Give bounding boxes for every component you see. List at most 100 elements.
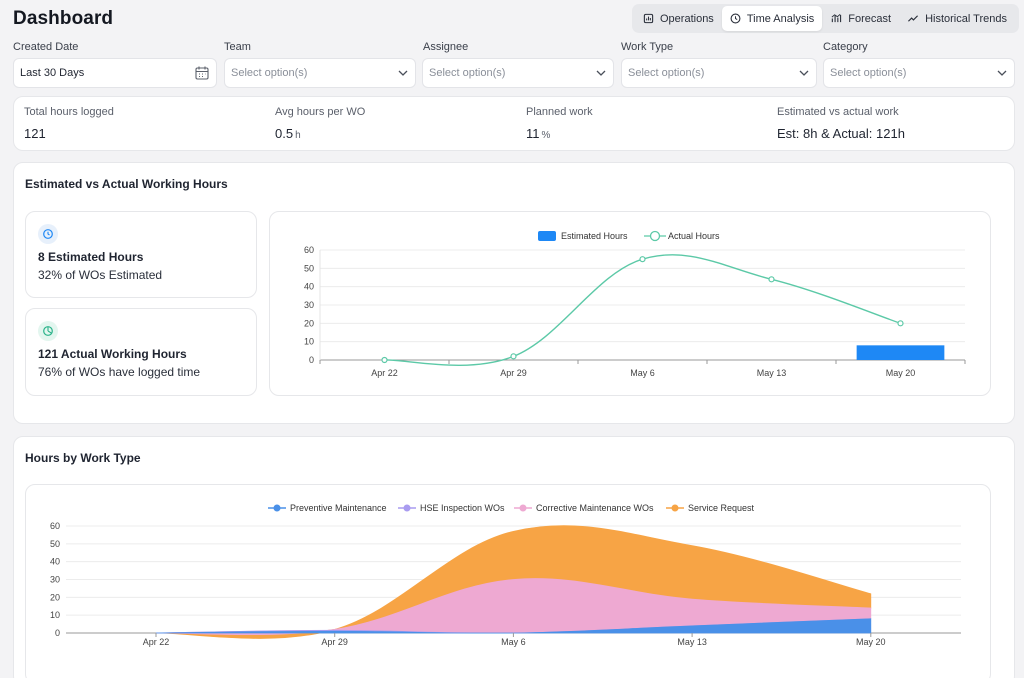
tab-forecast[interactable]: Forecast: [822, 6, 899, 31]
kpi-planned-work: Planned work 11%: [526, 106, 593, 141]
legend-marker: [273, 504, 281, 512]
x-tick-label: Apr 22: [143, 637, 170, 647]
y-tick-label: 40: [50, 557, 60, 567]
point-actual: [768, 276, 775, 283]
est-vs-actual-chart: Estimated Hours Actual Hours 0 10 20 30 40 50 60…: [304, 230, 966, 378]
legend-marker: [671, 504, 679, 512]
kpi-value: 121: [24, 126, 46, 141]
x-tick-label: Apr 22: [371, 368, 398, 378]
assignee-select[interactable]: Select option(s): [422, 58, 614, 88]
estimated-hours-card: 8 Estimated Hours 32% of WOs Estimated: [25, 211, 257, 298]
forecast-icon: [831, 14, 842, 23]
y-tick-label: 30: [304, 300, 314, 310]
category-label: Category: [823, 41, 868, 53]
trend-icon: [908, 15, 919, 22]
category-placeholder: Select option(s): [830, 67, 907, 79]
section-title: Estimated vs Actual Working Hours: [25, 177, 228, 191]
clock-icon: [730, 13, 741, 24]
assignee-label: Assignee: [423, 41, 469, 53]
work-type-placeholder: Select option(s): [628, 67, 705, 79]
y-tick-label: 20: [50, 592, 60, 602]
tab-label: Forecast: [848, 12, 892, 25]
kpi-value: 11: [526, 126, 540, 141]
legend-label: Corrective Maintenance WOs: [536, 503, 654, 513]
y-tick-label: 50: [50, 539, 60, 549]
x-tick-label: May 20: [856, 637, 886, 647]
chart-legend: Preventive Maintenance HSE Inspection WOs…: [268, 503, 755, 513]
pie-chart-icon: [38, 321, 58, 341]
legend-marker: [519, 504, 527, 512]
kpi-label: Total hours logged: [24, 106, 114, 118]
chevron-down-icon: [799, 70, 809, 76]
tab-operations[interactable]: Operations: [635, 6, 722, 31]
dashboard-icon: [643, 13, 654, 24]
legend-label: Service Request: [688, 503, 755, 513]
page-title: Dashboard: [13, 8, 114, 29]
point-actual: [897, 320, 904, 327]
work-type-card: Hours by Work Type Preventive Maintenanc…: [13, 436, 1015, 678]
point-actual: [510, 353, 517, 360]
legend-label-estimated: Estimated Hours: [561, 231, 628, 241]
x-tick-label: May 20: [886, 368, 916, 378]
y-tick-label: 0: [55, 628, 60, 638]
y-tick-label: 10: [50, 610, 60, 620]
legend-label: Preventive Maintenance: [290, 503, 387, 513]
area-preventive-maintenance: [155, 618, 872, 634]
kpi-label: Planned work: [526, 106, 593, 118]
legend-label-actual: Actual Hours: [668, 231, 720, 241]
bar-estimated: [856, 345, 945, 360]
y-tick-label: 50: [304, 263, 314, 273]
actual-hours-value: 121 Actual Working Hours: [38, 347, 187, 361]
y-tick-label: 60: [50, 521, 60, 531]
calendar-icon: [195, 66, 209, 80]
point-actual: [381, 356, 388, 364]
created-date-select[interactable]: Last 30 Days: [13, 58, 217, 88]
kpi-value: 0.5: [275, 126, 294, 141]
legend-marker: [403, 504, 411, 512]
actual-hours-sub: 76% of WOs have logged time: [38, 365, 201, 379]
team-select[interactable]: Select option(s): [224, 58, 416, 88]
section-title: Hours by Work Type: [25, 451, 141, 465]
assignee-placeholder: Select option(s): [429, 67, 506, 79]
clock-icon: [38, 224, 58, 244]
chevron-down-icon: [596, 70, 606, 76]
created-date-value: Last 30 Days: [20, 67, 85, 79]
tab-label: Operations: [660, 12, 714, 25]
work-type-chart: Preventive Maintenance HSE Inspection WOs…: [50, 503, 961, 647]
kpi-label: Estimated vs actual work: [777, 106, 899, 118]
team-label: Team: [224, 41, 251, 53]
x-tick-label: May 13: [677, 637, 707, 647]
estimated-hours-value: 8 Estimated Hours: [38, 250, 144, 264]
kpi-avg-hours: Avg hours per WO 0.5 h: [275, 106, 365, 141]
view-tabs: Operations Time Analysis Forecast Histor…: [632, 4, 1019, 33]
team-placeholder: Select option(s): [231, 67, 308, 79]
kpi-est-vs-actual: Estimated vs actual work Est: 8h & Actua…: [777, 106, 905, 141]
est-vs-actual-card: Estimated vs Actual Working Hours 8 Esti…: [13, 162, 1015, 424]
kpi-label: Avg hours per WO: [275, 106, 366, 118]
chevron-down-icon: [398, 70, 408, 76]
estimated-hours-sub: 32% of WOs Estimated: [38, 268, 163, 282]
est-vs-actual-chart-card: Estimated Hours Actual Hours 0 10 20 30 40 50 60…: [269, 211, 991, 396]
legend-marker-actual: [649, 230, 661, 242]
y-tick-label: 40: [304, 282, 314, 292]
work-type-chart-card: Preventive Maintenance HSE Inspection WOs…: [25, 484, 991, 678]
y-tick-label: 0: [309, 355, 314, 365]
work-type-label: Work Type: [621, 41, 674, 53]
actual-hours-card: 121 Actual Working Hours 76% of WOs have…: [25, 308, 257, 396]
work-type-select[interactable]: Select option(s): [621, 58, 817, 88]
x-tick-label: Apr 29: [321, 637, 348, 647]
x-tick-label: May 6: [501, 637, 526, 647]
y-tick-label: 60: [304, 245, 314, 255]
chart-legend: Estimated Hours Actual Hours: [538, 230, 720, 242]
kpi-unit: h: [295, 130, 301, 141]
tab-time-analysis[interactable]: Time Analysis: [721, 6, 823, 31]
created-date-label: Created Date: [13, 41, 79, 53]
y-tick-label: 20: [304, 318, 314, 328]
line-actual: [384, 254, 901, 366]
legend-label: HSE Inspection WOs: [420, 503, 505, 513]
tab-label: Time Analysis: [746, 12, 815, 25]
kpi-value: Est: 8h & Actual: 121h: [777, 126, 905, 141]
category-select[interactable]: Select option(s): [823, 58, 1015, 88]
legend-swatch-estimated: [538, 231, 556, 241]
tab-historical-trends[interactable]: Historical Trends: [899, 6, 1015, 31]
